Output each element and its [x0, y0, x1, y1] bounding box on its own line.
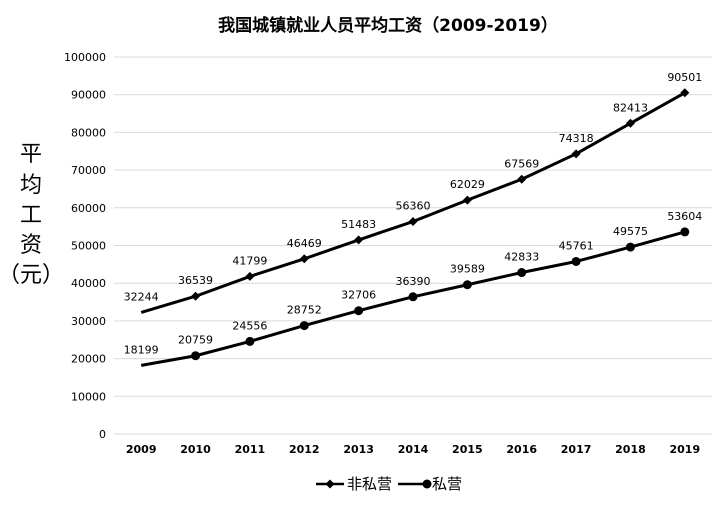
data-label: 24556	[232, 319, 267, 332]
data-point-marker	[462, 280, 472, 290]
x-tick-label: 2019	[670, 443, 701, 456]
y-tick-label: 10000	[71, 390, 106, 403]
data-point-marker	[245, 271, 255, 281]
data-label: 46469	[287, 237, 322, 250]
data-label: 74318	[559, 132, 594, 145]
data-point-marker	[680, 88, 690, 98]
y-tick-label: 100000	[64, 51, 106, 64]
data-label: 28752	[287, 304, 322, 317]
data-label: 67569	[504, 157, 539, 170]
y-axis-label-char-1: 平	[20, 142, 42, 167]
data-label: 41799	[232, 254, 267, 267]
data-point-marker	[571, 256, 581, 266]
data-label: 18199	[124, 343, 159, 356]
y-tick-label: 20000	[71, 353, 106, 366]
data-label: 32706	[341, 289, 376, 302]
data-point-marker	[625, 118, 635, 128]
data-label: 62029	[450, 178, 485, 191]
chart-title: 我国城镇就业人员平均工资（2009-2019）	[218, 15, 558, 36]
data-point-marker	[625, 242, 635, 252]
x-tick-label: 2014	[398, 443, 429, 456]
data-point-marker	[517, 268, 527, 278]
y-axis-label-char-5: （元）	[0, 263, 64, 288]
y-axis-label-char-4: 资	[20, 233, 42, 258]
data-label: 45761	[559, 239, 594, 252]
data-label: 49575	[613, 225, 648, 238]
legend: 非私营 私营	[316, 475, 462, 493]
y-axis-label-char-3: 工	[20, 203, 42, 228]
data-point-marker	[354, 306, 364, 316]
y-tick-label: 60000	[71, 202, 106, 215]
y-tick-label: 50000	[71, 240, 106, 253]
data-point-marker	[571, 149, 581, 159]
series-2: 18199 20759 24556 28752 32706 36390 39589 42833…	[124, 210, 702, 367]
data-point-marker	[462, 195, 472, 205]
y-tick-label: 30000	[71, 315, 106, 328]
legend-label-series-2: 私营	[432, 475, 462, 493]
y-tick-label: 40000	[71, 277, 106, 290]
y-tick-label: 90000	[71, 89, 106, 102]
data-label: 51483	[341, 218, 376, 231]
data-label: 36539	[178, 274, 213, 287]
data-point-marker	[680, 227, 690, 237]
data-point-marker	[354, 235, 364, 245]
data-label: 39589	[450, 263, 485, 276]
y-axis-ticks: 0 10000 20000 30000 40000 50000 60000 70000 8000…	[64, 51, 106, 441]
x-axis-ticks: 2009 2010 2011 2012 2013 2014 2015 2016 2017 2018…	[126, 443, 700, 456]
data-label: 42833	[504, 251, 539, 264]
y-tick-label: 0	[99, 428, 106, 441]
x-tick-label: 2011	[235, 443, 266, 456]
x-tick-label: 2013	[343, 443, 374, 456]
y-axis-label: 平 均 工 资 （元）	[0, 142, 64, 288]
series-layer: 32244 36539 41799 46469 51483 56360 62029 67569…	[124, 71, 702, 367]
series-1: 32244 36539 41799 46469 51483 56360 62029 67569…	[124, 71, 702, 314]
data-point-marker	[191, 351, 201, 361]
data-label: 82413	[613, 101, 648, 114]
data-label: 36390	[396, 275, 431, 288]
x-tick-label: 2015	[452, 443, 483, 456]
data-point-marker	[245, 336, 255, 346]
data-label: 53604	[667, 210, 702, 223]
data-label: 56360	[396, 200, 431, 213]
data-point-marker	[191, 291, 201, 301]
gridlines	[114, 56, 712, 397]
x-tick-label: 2018	[615, 443, 646, 456]
y-axis-label-char-2: 均	[20, 173, 42, 198]
y-tick-label: 70000	[71, 164, 106, 177]
x-tick-label: 2017	[561, 443, 592, 456]
data-point-marker	[299, 321, 309, 331]
data-label: 32244	[124, 290, 159, 303]
data-point-marker	[517, 174, 527, 184]
data-label: 90501	[667, 71, 702, 84]
data-point-marker	[408, 292, 418, 302]
data-point-marker	[408, 217, 418, 227]
x-tick-label: 2010	[180, 443, 211, 456]
legend-label-series-1: 非私营	[347, 475, 392, 493]
data-label: 20759	[178, 334, 213, 347]
data-point-marker	[299, 254, 309, 264]
x-tick-label: 2009	[126, 443, 157, 456]
x-tick-label: 2012	[289, 443, 320, 456]
y-tick-label: 80000	[71, 126, 106, 139]
legend-marker-circle	[422, 479, 432, 489]
legend-marker-diamond	[325, 479, 335, 489]
x-tick-label: 2016	[506, 443, 537, 456]
